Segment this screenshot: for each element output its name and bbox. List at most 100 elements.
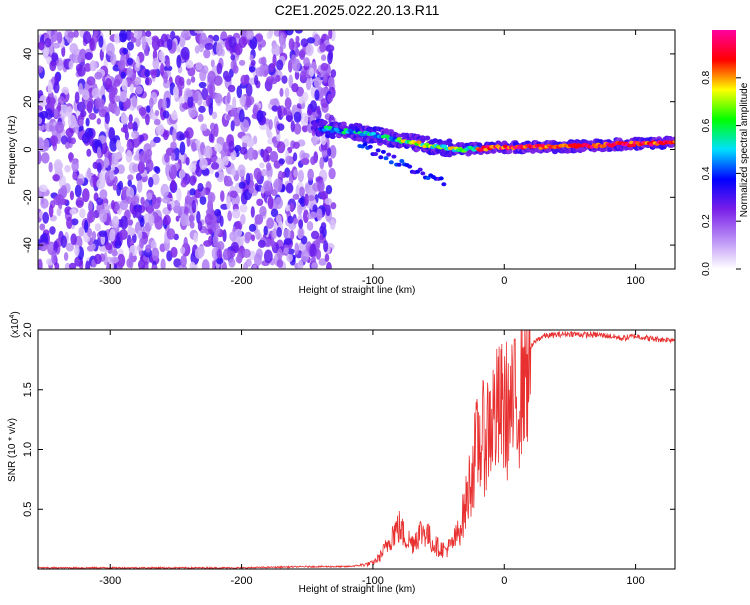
spectrogram-cell (246, 137, 255, 148)
spectrogram-cell (189, 175, 197, 186)
spectrogram-band-cell (446, 138, 453, 144)
spectrogram-cell (151, 35, 159, 42)
spectrogram-cell (300, 158, 310, 165)
spectrogram-cell (176, 54, 182, 69)
spectrogram-cell (108, 102, 113, 113)
spectrogram-cell (250, 206, 255, 218)
spectrogram-cell (211, 221, 217, 232)
spectrogram-cell (318, 258, 327, 266)
spectrogram-cell (205, 208, 212, 216)
spectrogram-cell (91, 87, 100, 99)
spectrogram-cell (49, 135, 59, 145)
spectrogram-cell (129, 83, 135, 93)
spectrogram-cell (230, 120, 235, 132)
spectrogram-cell (160, 183, 170, 198)
snr-frame (37, 329, 676, 570)
spectrogram-cell (94, 223, 102, 232)
spectrogram-cell (156, 196, 162, 204)
spectrogram-cell (314, 89, 320, 101)
spectrogram-cell (204, 213, 214, 226)
spectrogram-cell (256, 109, 264, 123)
spectrogram-cell (111, 215, 120, 229)
spectrogram-x-label: Height of straight line (km) (299, 285, 416, 296)
spectrogram-cell (326, 261, 332, 269)
spectrogram-cell (269, 98, 279, 106)
spectrogram-cell (138, 150, 148, 164)
spectrogram-tail-cell (378, 155, 384, 160)
spectrogram-cell (208, 235, 213, 245)
spectrogram-cell (285, 155, 293, 165)
spectrogram-cell (188, 214, 195, 223)
spectrogram-cell (190, 76, 196, 83)
spectrogram-cell (183, 236, 188, 251)
spectrogram-cell (198, 105, 206, 113)
spectrogram-cell (276, 59, 284, 71)
spectrogram-cell (268, 119, 273, 130)
spectrogram-cell (162, 97, 167, 111)
spectrogram-cell (325, 203, 331, 217)
spectrogram-cell (166, 38, 173, 51)
spectrogram-cell (189, 163, 197, 173)
spectrogram-tail-cell (391, 154, 397, 159)
spectrogram-cell (185, 89, 194, 98)
spectrogram-cell (82, 188, 90, 203)
spectrogram-cell (236, 85, 243, 99)
spectrogram-cell (283, 238, 293, 246)
spectrogram-cell (274, 196, 284, 210)
spectrogram-cell (69, 190, 75, 201)
spectrogram-cell (289, 202, 294, 211)
spectrogram-cell (53, 81, 60, 94)
spectrogram-cell (145, 148, 153, 158)
spectrogram-cell (276, 123, 285, 131)
spectrogram-cell (283, 228, 291, 240)
spectrogram-ridge-cell (672, 139, 675, 144)
spectrogram-cell (279, 87, 284, 97)
spectrogram-cell (307, 194, 315, 202)
spectrogram-cell (78, 226, 85, 237)
spectrogram-cell (137, 230, 143, 240)
spectrogram-cell (104, 78, 113, 89)
spectrogram-cell (61, 45, 66, 58)
spectrogram-cell (210, 59, 215, 68)
spectrogram-cell (120, 114, 129, 125)
spectrogram-cell (111, 250, 118, 257)
spectrogram-cell (310, 230, 320, 240)
spectrogram-cell (191, 141, 197, 152)
spectrogram-xtick-label: 100 (626, 275, 644, 287)
snr-x-label: Height of straight line (km) (299, 584, 416, 595)
spectrogram-xtick-label: -300 (99, 275, 121, 287)
spectrogram-cell (98, 230, 108, 238)
spectrogram-cell (197, 113, 204, 123)
spectrogram-cell (120, 126, 129, 133)
spectrogram-cell (301, 124, 308, 133)
spectrogram-tail-cell (417, 167, 423, 172)
spectrogram-cell (289, 230, 295, 240)
spectrogram-cell (43, 138, 50, 151)
spectrogram-cell (160, 63, 165, 77)
spectrogram-cell (171, 111, 178, 121)
spectrogram-cell (193, 232, 199, 243)
spectrogram-cell (139, 216, 145, 228)
colorbar-tick-label: 0.0 (701, 262, 712, 276)
spectrogram-cell (299, 49, 306, 61)
spectrogram-cell (86, 100, 93, 114)
spectrogram-cell (52, 174, 60, 182)
spectrogram-cell (201, 259, 210, 269)
chart-title: C2E1.2025.022.20.13.R11 (275, 2, 440, 18)
spectrogram-cell (128, 114, 133, 123)
spectrogram-cell (230, 241, 239, 254)
spectrogram-cell (179, 169, 186, 178)
spectrogram-cell (259, 64, 264, 77)
spectrogram-cell (66, 216, 73, 230)
spectrogram-cell (97, 98, 105, 108)
spectrogram-cell (263, 180, 272, 192)
spectrogram-cell (126, 141, 133, 150)
spectrogram-cell (134, 206, 142, 219)
spectrogram-cell (305, 43, 314, 57)
spectrogram-cell (271, 228, 278, 239)
spectrogram-cell (330, 202, 337, 210)
spectrogram-cell (316, 208, 323, 221)
spectrogram-cell (232, 96, 237, 111)
spectrogram-cell (253, 253, 262, 267)
spectrogram-cell (78, 82, 84, 95)
